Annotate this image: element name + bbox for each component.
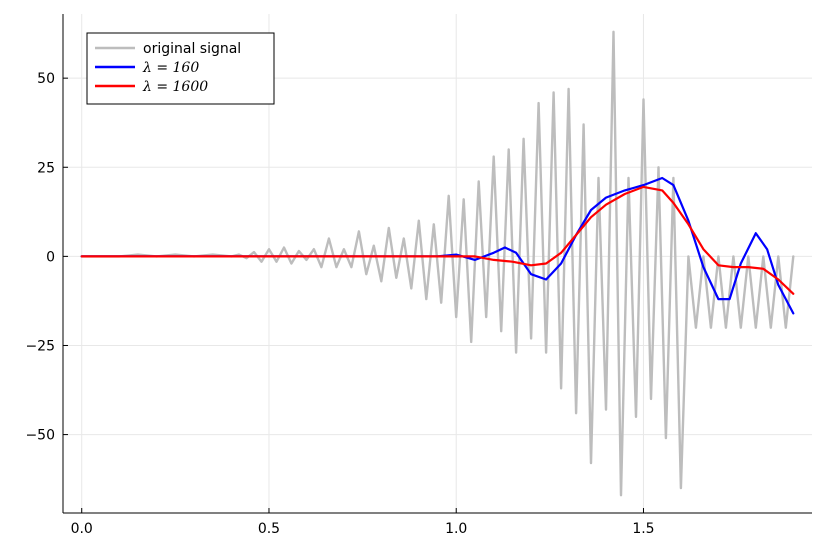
- tick-labels: 0.0 0.5 1.0 1.5 50 25 0 −25 −50: [25, 71, 654, 537]
- legend: original signal λ = 160 λ = 1600: [86, 32, 275, 105]
- x-tick-label: 0.5: [258, 521, 280, 537]
- legend-label-2: λ = 1600: [142, 79, 208, 95]
- series-lines: [80, 30, 795, 497]
- y-tick-label: −25: [25, 338, 55, 354]
- legend-label-0: original signal: [143, 41, 241, 57]
- axes: [62, 14, 812, 514]
- series-line-2: [80, 185, 795, 295]
- y-tick-label: 50: [37, 71, 55, 87]
- y-tick-label: −50: [25, 428, 55, 444]
- x-tick-label: 0.0: [71, 521, 93, 537]
- y-tick-label: 25: [37, 160, 55, 176]
- x-tick-label: 1.0: [445, 521, 467, 537]
- y-tick-label: 0: [46, 249, 55, 265]
- legend-box: [86, 32, 275, 105]
- series-line-0: [80, 30, 795, 497]
- legend-label-1: λ = 160: [142, 60, 199, 76]
- x-tick-label: 1.5: [632, 521, 654, 537]
